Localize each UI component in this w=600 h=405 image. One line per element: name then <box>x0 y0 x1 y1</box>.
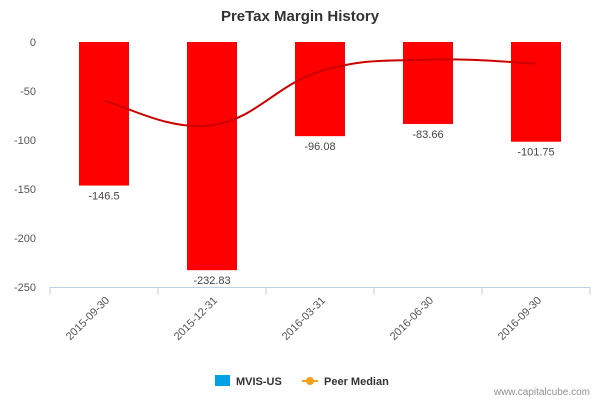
legend-item-mvis[interactable]: MVIS-US <box>215 375 282 388</box>
credit-text[interactable]: www.capitalcube.com <box>493 387 590 398</box>
y-tick-label: -200 <box>14 233 36 245</box>
bar <box>403 42 453 124</box>
x-tick-label: 2016-03-31 <box>280 295 328 343</box>
y-tick-label: -150 <box>14 184 36 196</box>
y-tick-label: -100 <box>14 135 36 147</box>
legend-label-peer-median: Peer Median <box>324 376 389 388</box>
legend-label-mvis: MVIS-US <box>236 376 282 388</box>
x-axis: 2015-09-30 2015-12-31 2016-03-31 2016-06-30… <box>49 287 591 343</box>
bar <box>79 42 129 186</box>
y-axis-labels: 0 -50 -100 -150 -200 -250 <box>14 37 36 294</box>
y-tick-label: -250 <box>14 282 36 294</box>
chart-title: PreTax Margin History <box>221 8 380 25</box>
bars <box>79 42 561 271</box>
x-tick-label: 2016-09-30 <box>496 295 544 343</box>
legend-item-peer-median[interactable]: Peer Median <box>302 376 389 388</box>
bar <box>295 42 345 137</box>
x-tick-label: 2015-09-30 <box>64 295 112 343</box>
bar <box>511 42 561 142</box>
legend-swatch-mvis <box>215 375 230 386</box>
legend: MVIS-US Peer Median <box>215 375 389 388</box>
data-labels: -146.5 -232.83 -96.08 -83.66 -101.75 <box>88 129 554 287</box>
x-tick-label: 2015-12-31 <box>172 295 220 343</box>
data-label: -232.83 <box>193 275 230 287</box>
peer-median-line <box>103 58 537 128</box>
y-tick-label: -50 <box>20 86 36 98</box>
data-label: -83.66 <box>412 129 443 141</box>
legend-marker-peer-median <box>306 377 314 385</box>
data-label: -101.75 <box>517 147 554 159</box>
x-tick-label: 2016-06-30 <box>388 295 436 343</box>
y-tick-label: 0 <box>30 37 36 49</box>
data-label: -146.5 <box>88 191 119 203</box>
data-label: -96.08 <box>304 141 335 153</box>
bar <box>187 42 237 271</box>
